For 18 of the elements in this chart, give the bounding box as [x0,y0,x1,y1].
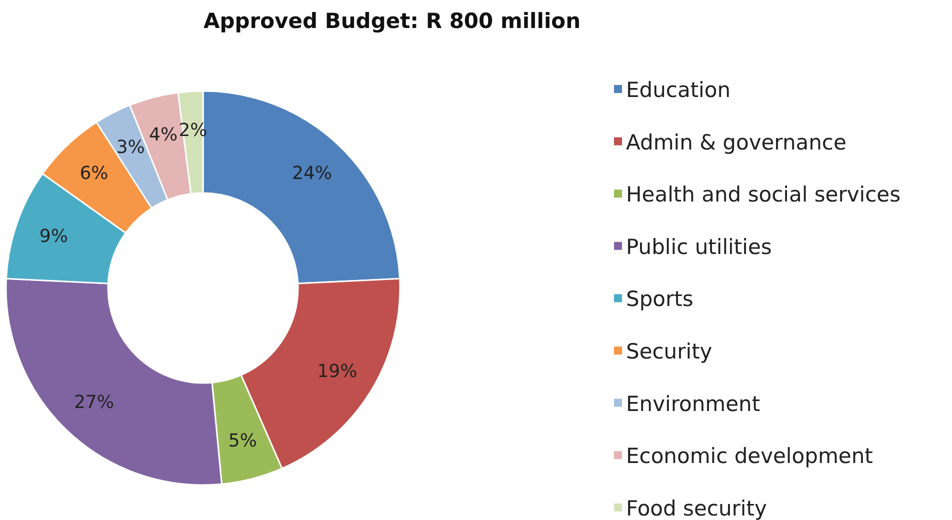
legend-label: Sports [626,287,694,312]
legend-label: Environment [626,392,760,416]
chart-title: Approved Budget: R 800 million [203,9,581,33]
legend-label: Education [626,78,731,102]
legend-label: Admin & governance [626,130,846,154]
data-label: 19% [317,360,358,382]
data-label: 3% [116,137,145,158]
legend-label: Security [626,340,712,364]
data-label: 24% [292,163,332,184]
data-label: 4% [149,124,178,146]
legend-label: Public utilities [626,234,772,259]
data-label: 27% [74,392,114,413]
data-label: 5% [228,430,257,452]
data-label: 9% [39,226,68,247]
legend-label: Health and social services [626,182,901,207]
data-label: 6% [80,163,108,184]
legend-label: Economic development [626,444,873,468]
legend-label: Food security [626,496,767,520]
